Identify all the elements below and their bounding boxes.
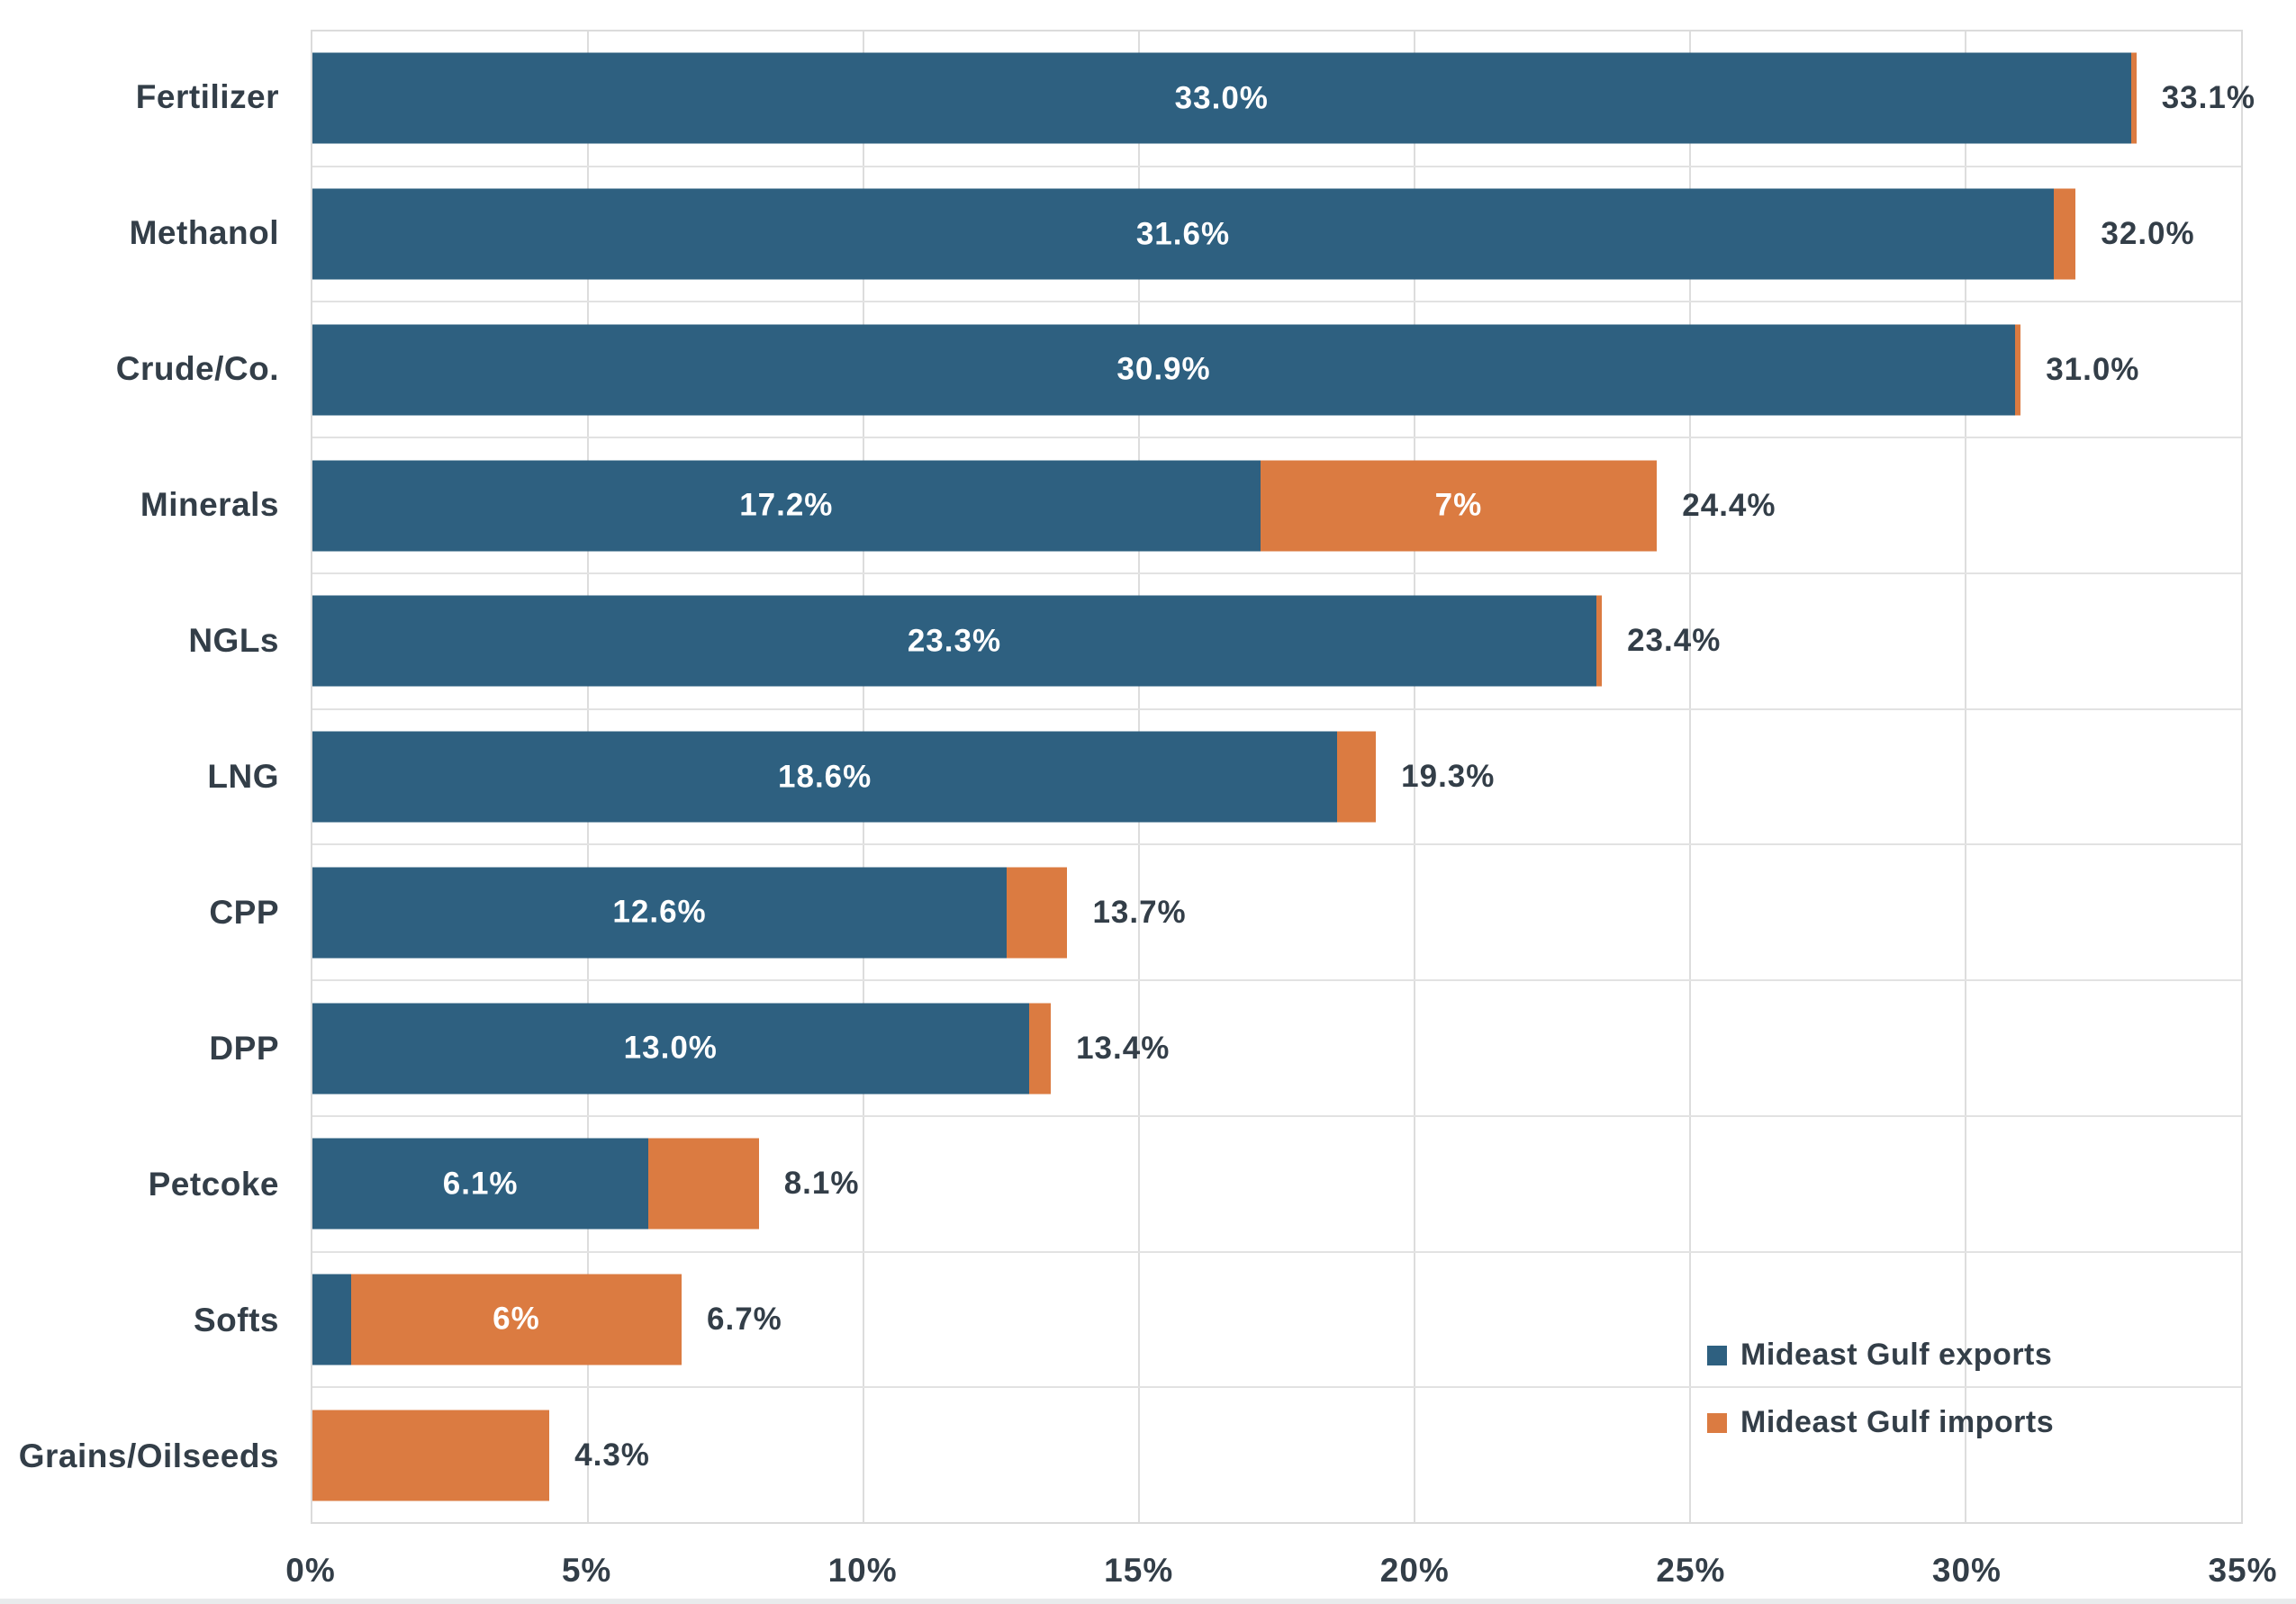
chart-row: 4.3% bbox=[312, 1388, 2241, 1522]
export-bar-segment: 18.6% bbox=[312, 731, 1338, 823]
export-value-label: 13.0% bbox=[623, 1030, 718, 1066]
chart-row: 13.0% 13.4% bbox=[312, 981, 2241, 1117]
export-value-label: 33.0% bbox=[1174, 80, 1269, 116]
total-value-label: 32.0% bbox=[2101, 216, 2195, 252]
total-value-label: 33.1% bbox=[2161, 80, 2255, 116]
chart-row: 33.0% 33.1% bbox=[312, 32, 2255, 167]
x-tick-label: 10% bbox=[827, 1552, 898, 1589]
export-bar-segment: 17.2% bbox=[312, 460, 1261, 552]
export-value-label: 17.2% bbox=[739, 487, 834, 523]
gridline-vertical bbox=[1689, 32, 1691, 1522]
total-value-label: 13.4% bbox=[1076, 1030, 1171, 1066]
category-label: Crude/Co. bbox=[115, 350, 279, 388]
category-label: Petcoke bbox=[148, 1165, 279, 1203]
category-axis: Fertilizer Methanol Crude/Co. Minerals NGLs L… bbox=[0, 30, 279, 1524]
gridline-vertical bbox=[1413, 32, 1415, 1522]
legend-label: Mideast Gulf exports bbox=[1740, 1338, 2053, 1372]
import-bar-segment bbox=[1337, 731, 1377, 823]
import-bar-segment bbox=[2053, 188, 2076, 280]
export-bar-segment: 12.6% bbox=[312, 867, 1008, 959]
chart-row: 17.2% 7% 24.4% bbox=[312, 438, 2241, 574]
total-value-label: 4.3% bbox=[574, 1437, 650, 1473]
export-bar-segment: 23.3% bbox=[312, 595, 1596, 687]
export-bar-segment: 13.0% bbox=[312, 1003, 1029, 1094]
import-bar-segment bbox=[648, 1138, 759, 1230]
legend-item-imports: Mideast Gulf imports bbox=[1707, 1405, 2054, 1440]
import-value-label: 6% bbox=[493, 1301, 540, 1337]
export-bar-segment: 33.0% bbox=[312, 52, 2131, 144]
category-label: Softs bbox=[194, 1301, 279, 1338]
category-label: CPP bbox=[209, 893, 279, 931]
x-tick-label: 0% bbox=[285, 1552, 336, 1589]
category-label: Fertilizer bbox=[135, 78, 279, 116]
legend-label: Mideast Gulf imports bbox=[1740, 1405, 2055, 1439]
exports-swatch-icon bbox=[1707, 1345, 1727, 1365]
x-tick-label: 25% bbox=[1656, 1552, 1726, 1589]
export-bar-segment: 6.1% bbox=[312, 1138, 649, 1230]
import-bar-segment bbox=[1007, 867, 1068, 959]
x-axis: 0% 5% 10% 15% 20% 25% 30% 35% bbox=[285, 1537, 2276, 1604]
total-value-label: 6.7% bbox=[707, 1301, 782, 1337]
chart-row: 30.9% 31.0% bbox=[312, 302, 2241, 439]
category-label: Minerals bbox=[140, 486, 279, 524]
chart-row: 23.3% 23.4% bbox=[312, 574, 2241, 710]
bar-rows: 33.0% 33.1% 31.6% 32.0% 30.9% 31.0% 17.2% 7% 24.… bbox=[312, 32, 2255, 1522]
imports-swatch-icon bbox=[1707, 1412, 1727, 1433]
bottom-border bbox=[0, 1599, 2296, 1604]
export-bar-segment: 31.6% bbox=[312, 188, 2054, 280]
export-value-label: 18.6% bbox=[778, 759, 872, 795]
chart-row: 18.6% 19.3% bbox=[312, 710, 2241, 846]
category-label: LNG bbox=[207, 757, 279, 795]
chart-row: 6% 6.7% bbox=[312, 1253, 2241, 1389]
import-bar-segment: 7% bbox=[1260, 460, 1658, 552]
legend-item-exports: Mideast Gulf exports bbox=[1707, 1338, 2054, 1373]
category-label: NGLs bbox=[188, 622, 279, 660]
category-label: DPP bbox=[209, 1029, 279, 1067]
gridline-vertical bbox=[1965, 32, 1966, 1522]
total-value-label: 8.1% bbox=[783, 1166, 860, 1202]
import-bar-segment: 6% bbox=[350, 1274, 682, 1365]
total-value-label: 13.7% bbox=[1092, 894, 1187, 930]
import-bar-segment bbox=[312, 1410, 550, 1501]
chart-row: 6.1% 8.1% bbox=[312, 1117, 2241, 1253]
export-value-label: 12.6% bbox=[612, 894, 707, 930]
chart-row: 12.6% 13.7% bbox=[312, 845, 2241, 982]
total-value-label: 31.0% bbox=[2046, 351, 2140, 387]
import-bar-segment bbox=[1028, 1003, 1052, 1094]
x-tick-label: 15% bbox=[1104, 1552, 1174, 1589]
total-value-label: 19.3% bbox=[1401, 759, 1496, 795]
export-value-label: 6.1% bbox=[442, 1166, 519, 1202]
total-value-label: 24.4% bbox=[1682, 487, 1776, 523]
category-label: Methanol bbox=[129, 214, 279, 252]
total-value-label: 23.4% bbox=[1627, 623, 1722, 659]
legend: Mideast Gulf exports Mideast Gulf imports bbox=[1707, 1338, 2054, 1473]
x-tick-label: 5% bbox=[561, 1552, 612, 1589]
import-bar-segment bbox=[2130, 52, 2137, 144]
x-tick-label: 20% bbox=[1379, 1552, 1450, 1589]
x-tick-label: 30% bbox=[1931, 1552, 2002, 1589]
export-value-label: 23.3% bbox=[907, 623, 1002, 659]
export-value-label: 30.9% bbox=[1116, 351, 1211, 387]
x-tick-label: 35% bbox=[2208, 1552, 2278, 1589]
import-bar-segment bbox=[2015, 324, 2021, 416]
export-bar-segment: 30.9% bbox=[312, 324, 2016, 416]
export-bar-segment bbox=[312, 1274, 351, 1365]
export-value-label: 31.6% bbox=[1135, 216, 1231, 252]
import-bar-segment bbox=[1595, 595, 1603, 687]
plot-area: 33.0% 33.1% 31.6% 32.0% 30.9% 31.0% 17.2% 7% 24.… bbox=[311, 30, 2255, 1524]
import-value-label: 7% bbox=[1434, 487, 1483, 523]
chart-row: 31.6% 32.0% bbox=[312, 167, 2241, 303]
category-label: Grains/Oilseeds bbox=[18, 1437, 279, 1474]
